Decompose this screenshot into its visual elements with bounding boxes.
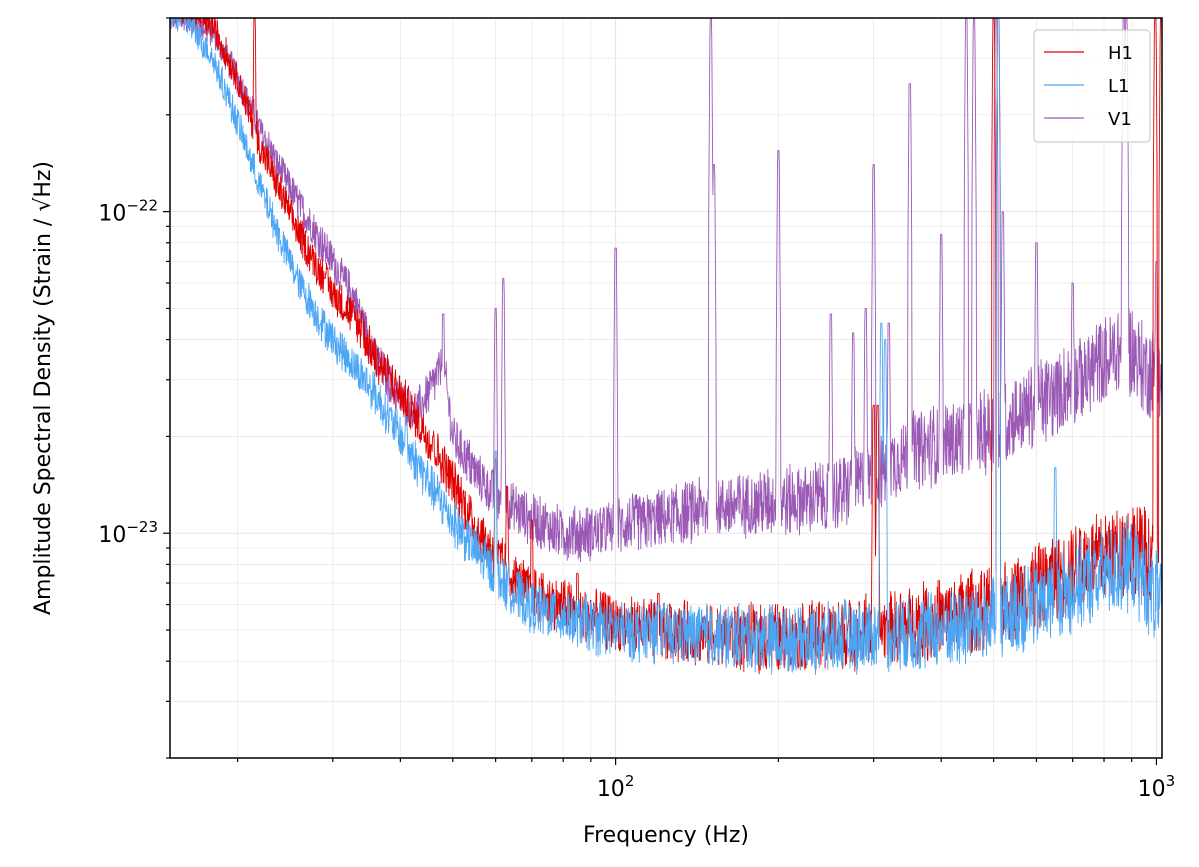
legend-box bbox=[1033, 29, 1151, 143]
axis-tick-labels: 102 103 10−22 10−23 bbox=[98, 197, 1175, 802]
legend-label-v1: V1 bbox=[1108, 109, 1132, 130]
series-line-l1 bbox=[170, 18, 1162, 676]
axis-ticks bbox=[163, 17, 1158, 765]
plot-frame bbox=[169, 17, 1163, 759]
x-tick-label: 103 bbox=[1138, 772, 1176, 802]
y-axis-title: Amplitude Spectral Density (Strain / √Hz… bbox=[31, 161, 56, 615]
x-tick-label: 102 bbox=[597, 772, 635, 802]
x-axis-title: Frequency (Hz) bbox=[583, 823, 749, 848]
legend: H1 L1 V1 bbox=[1033, 29, 1151, 143]
y-tick-label: 10−23 bbox=[98, 518, 158, 548]
series-layer bbox=[170, 18, 1162, 676]
legend-label-h1: H1 bbox=[1108, 43, 1133, 64]
legend-label-l1: L1 bbox=[1108, 76, 1129, 97]
series-line-v1 bbox=[170, 18, 1162, 563]
y-tick-label: 10−22 bbox=[98, 197, 158, 227]
